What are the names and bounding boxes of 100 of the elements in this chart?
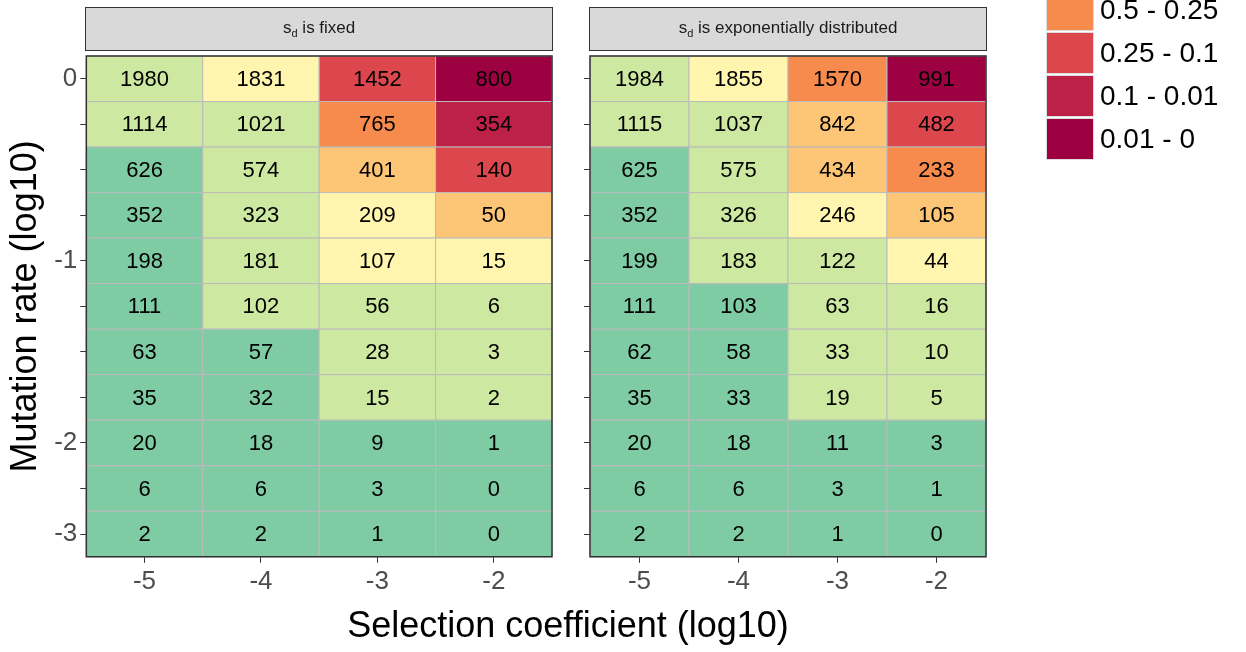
x-tick-label: -3 [365,564,389,595]
data-label: 1021 [236,111,286,137]
data-label: 323 [242,202,280,228]
data-label: 354 [475,111,513,137]
y-tick-label: -3 [54,517,78,548]
x-tick-label: -3 [825,564,850,595]
data-label: 183 [720,247,757,273]
data-label: 626 [126,156,163,182]
data-label: 1 [487,430,500,456]
data-label: 32 [248,384,274,410]
data-label: 10 [924,338,949,364]
data-label: 63 [132,338,157,364]
data-label: 2 [138,521,151,547]
data-label: 3 [930,430,943,456]
data-label: 352 [126,202,163,228]
data-label: 1 [371,521,384,547]
data-label: 28 [365,338,390,364]
data-label: 18 [726,430,751,456]
data-label: 0 [487,521,500,547]
x-tick-label: -2 [482,564,506,595]
data-label: 15 [365,384,390,410]
y-tick-label: -2 [54,426,78,457]
x-tick-label: -4 [726,564,751,595]
data-label: 0 [930,521,943,547]
data-label: 16 [924,293,949,319]
data-label: 107 [359,247,396,273]
data-label: 56 [365,293,390,319]
data-label: 209 [359,202,396,228]
data-label: 1980 [120,65,169,91]
data-label: 1114 [121,111,168,137]
data-label: 122 [819,247,856,273]
x-tick-label: -5 [627,564,652,595]
data-label: 5 [930,384,943,410]
data-label: 35 [627,384,652,410]
data-label: 1984 [615,65,664,91]
y-axis-title: Mutation rate (log10) [2,140,44,473]
data-label: 1037 [714,111,763,137]
data-label: 198 [126,247,163,273]
legend-label: 0.1 - 0.01 [1100,79,1219,112]
data-label: 63 [825,293,850,319]
data-label: 33 [825,338,850,364]
data-label: 1 [831,521,844,547]
x-tick-label: -2 [924,564,949,595]
data-label: 401 [359,156,396,182]
data-label: 1831 [236,65,286,91]
data-label: 1452 [352,65,402,91]
data-label: 1115 [616,111,663,137]
data-label: 58 [726,338,751,364]
legend-label: 0.25 - 0.1 [1100,36,1219,69]
data-label: 2 [254,521,268,547]
data-label: 6 [633,475,646,501]
data-label: 44 [924,247,949,273]
data-label: 111 [127,293,162,319]
data-label: 2 [633,521,646,547]
data-label: 6 [732,475,745,501]
data-label: 625 [621,156,658,182]
data-label: 103 [720,293,757,319]
data-label: 842 [819,111,856,137]
data-label: 199 [621,247,658,273]
data-label: 2 [732,521,745,547]
legend-label: 0.01 - 0 [1100,122,1195,155]
data-label: 105 [918,202,955,228]
data-label: 6 [487,293,500,319]
data-label: 575 [720,156,757,182]
y-tick-label: -1 [54,244,78,275]
data-label: 62 [627,338,652,364]
data-label: 140 [475,156,513,182]
data-label: 1855 [714,65,763,91]
chart-title: s$_{d}$ is exponentially distributed [678,18,898,40]
y-tick-label: 0 [62,61,78,92]
data-label: 3 [371,475,384,501]
data-label: 20 [132,430,157,456]
x-tick-label: -5 [132,564,157,595]
data-label: 991 [918,65,955,91]
x-axis-title: Selection coefficient (log10) [347,604,789,646]
data-label: 18 [248,430,274,456]
data-label: 15 [481,247,507,273]
data-label: 33 [726,384,751,410]
data-label: 50 [481,202,507,228]
data-label: 181 [242,247,280,273]
data-label: 35 [132,384,157,410]
data-label: 1 [930,475,943,501]
data-label: 482 [918,111,955,137]
chart-title: s$_{d}$ is fixed [283,18,356,40]
data-label: 6 [254,475,268,501]
data-label: 20 [627,430,652,456]
data-label: 765 [359,111,396,137]
data-label: 2 [487,384,500,410]
x-tick-label: -4 [249,564,273,595]
data-label: 800 [475,65,513,91]
data-label: 3 [831,475,844,501]
data-label: 11 [826,430,849,456]
data-label: 352 [621,202,658,228]
data-label: 574 [242,156,280,182]
data-label: 19 [825,384,850,410]
data-label: 326 [720,202,757,228]
data-label: 9 [371,430,384,456]
data-label: 0 [487,475,500,501]
data-label: 1570 [813,65,862,91]
data-label: 233 [918,156,955,182]
